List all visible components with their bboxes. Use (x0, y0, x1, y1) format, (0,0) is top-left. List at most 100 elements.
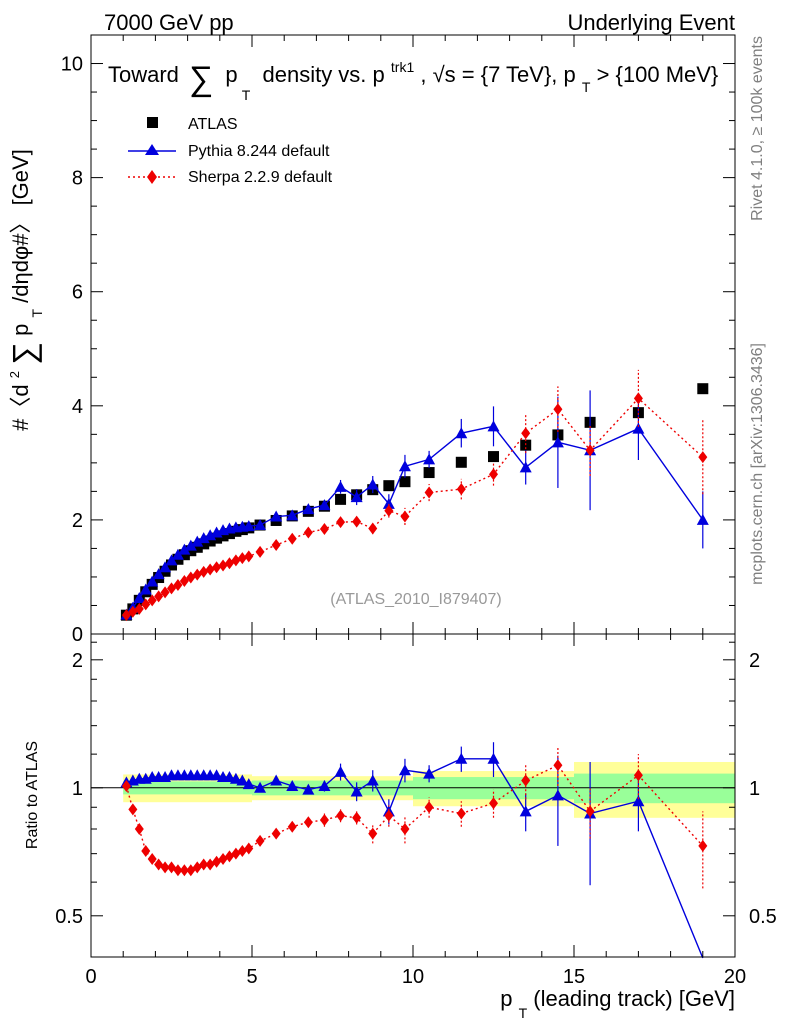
atlas-point (198, 538, 210, 550)
xlabel-T: T (519, 1005, 528, 1021)
watermark: (ATLAS_2010_I879407) (330, 591, 501, 608)
ratio-sherpa-point (698, 839, 708, 852)
plot-title: Toward ∑ p T density vs. p trk1 , √s = {… (108, 52, 718, 105)
ratio-sherpa-point (287, 820, 297, 833)
main-panel: 0 2 4 6 8 10 Toward ∑ p T density vs. p trk1 … (0, 34, 736, 646)
sherpa-point (160, 586, 170, 599)
ratio-sherpa-point (271, 827, 281, 840)
sherpa-point (167, 582, 176, 595)
header-right: Underlying Event (567, 10, 735, 35)
ratio-pythia-point (286, 779, 299, 791)
x-axis-label: p T (leading track) [GeV] (500, 986, 735, 1023)
pythia-point (197, 532, 210, 544)
ratio-ytick-label: 2 (72, 650, 83, 672)
sherpa-point (179, 574, 189, 587)
pythia-point (152, 568, 165, 580)
sherpa-point (424, 486, 434, 499)
atlas-point (697, 383, 709, 395)
ratio-pythia-point (455, 752, 468, 764)
pythia-point (139, 583, 152, 595)
sherpa-point (319, 523, 329, 536)
atlas-point (204, 535, 216, 547)
main-ylabel: #〈d 2 ∑ p T /dηdφ#〉 [GeV] (0, 149, 47, 431)
ratio-pythia-point (270, 774, 283, 786)
ratio-pythia-point (423, 767, 436, 779)
legend-pythia: Pythia 8.244 default (188, 143, 330, 160)
ratio-pythia-point (398, 764, 411, 776)
ratio-pythia-point (632, 795, 645, 807)
ratio-ytick-label-right: 0.5 (749, 906, 777, 928)
ylabel-sum-icon: ∑ (6, 342, 42, 365)
ratio-pythia-point (254, 781, 267, 793)
pythia-point (165, 554, 178, 566)
ratio-xtick-label: 15 (563, 966, 585, 988)
ylabel-p: p (8, 324, 33, 336)
xlabel-rest: (leading track) [GeV] (533, 986, 735, 1011)
pythia-point (302, 503, 315, 515)
atlas-point (185, 545, 197, 557)
legend-sherpa: Sherpa 2.2.9 default (188, 169, 333, 186)
pythia-point (286, 509, 299, 521)
sherpa-point (456, 483, 466, 496)
ratio-xtick-label: 10 (402, 966, 424, 988)
sherpa-point (352, 515, 362, 528)
sherpa-point (698, 451, 708, 464)
mcplots-label: mcplots.cern.ch [arXiv:1306.3436] (749, 343, 766, 585)
atlas-point (399, 476, 411, 488)
pythia-point (270, 510, 283, 522)
sherpa-point (212, 561, 222, 574)
ratio-sherpa-point (336, 809, 346, 822)
ratio-xtick-label: 20 (724, 966, 746, 988)
ratio-sherpa-point (553, 759, 563, 772)
legend: ATLAS Pythia 8.244 default Sherpa 2.2.9 … (128, 116, 333, 186)
atlas-point (178, 549, 190, 561)
title-density: density vs. p (262, 62, 384, 87)
ratio-sherpa-point (456, 807, 466, 820)
pythia-point (178, 543, 191, 555)
ratio-sherpa-point (352, 811, 362, 824)
sherpa-point (218, 559, 228, 572)
ratio-sherpa-point (303, 816, 313, 829)
pythia-point (696, 513, 709, 525)
pythia-line (125, 425, 704, 616)
atlas-point (335, 493, 347, 505)
ratio-sherpa-point (160, 861, 170, 874)
legend-sherpa-marker (147, 170, 157, 184)
title-sum-icon: ∑ (189, 60, 213, 98)
ratio-ytick-label: 0.5 (55, 906, 83, 928)
title-rest: > {100 MeV} (597, 62, 719, 87)
pythia-point (146, 575, 159, 587)
atlas-point (455, 456, 467, 468)
ratio-sherpa-point (147, 853, 157, 866)
atlas-point (488, 451, 499, 463)
ratio-ylabel: Ratio to ATLAS (24, 741, 41, 849)
ratio-pythia-point (519, 805, 532, 817)
pythia-point (382, 497, 395, 509)
pythia-point (318, 499, 331, 511)
ratio-ytick-label-right: 1 (749, 778, 760, 800)
atlas-point (423, 467, 435, 479)
sherpa-point (199, 565, 209, 578)
sherpa-point (633, 392, 643, 405)
header-left: 7000 GeV pp (104, 10, 234, 35)
ratio-sherpa-point (521, 774, 531, 787)
ratio-panel: 0 5 10 15 20 0.5 0.5 1 1 2 2 Ratio to ATLAS p T (l… (24, 633, 777, 1023)
pythia-point (334, 480, 347, 492)
atlas-point (520, 439, 532, 451)
ratio-sherpa-point (244, 842, 254, 855)
sherpa-point (400, 510, 410, 523)
sherpa-point (287, 532, 297, 545)
rivet-label: Rivet 4.1.0, ≥ 100k events (749, 36, 766, 221)
ratio-xtick-label: 5 (246, 966, 257, 988)
pythia-point (519, 461, 532, 473)
atlas-point (223, 528, 235, 540)
sherpa-point (553, 403, 563, 416)
title-prefix: Toward (108, 62, 179, 87)
svg-text:#〈d 2 ∑: #〈d 2 ∑ p T /dηdφ#〉 [GeV] (0, 149, 47, 431)
pythia-point (191, 535, 204, 547)
main-ytick-label: 4 (72, 396, 83, 418)
ratio-sherpa-point (633, 769, 643, 782)
xlabel-p: p (500, 986, 512, 1011)
ratio-sherpa-point (585, 805, 595, 818)
sherpa-point (368, 522, 378, 535)
